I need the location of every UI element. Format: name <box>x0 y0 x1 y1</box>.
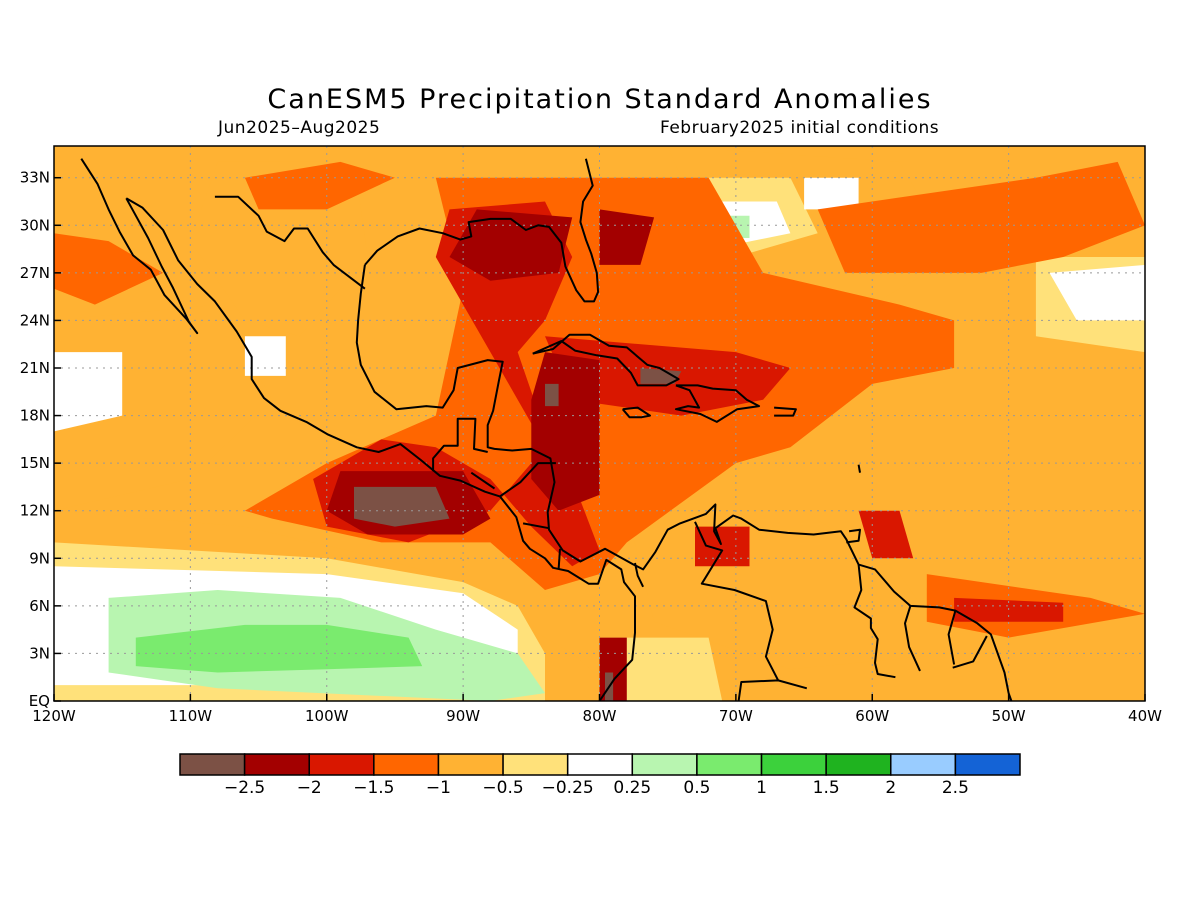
lon-tick-label: 60W <box>855 707 889 725</box>
lat-tick-label: 27N <box>20 264 50 282</box>
colorbar-swatch <box>179 753 246 776</box>
coastline <box>674 384 761 423</box>
colorbar-swatch <box>631 753 698 776</box>
anomaly-region-dark-red <box>695 526 750 567</box>
anomaly-region-crimson <box>599 209 655 265</box>
coastline <box>947 610 957 665</box>
anomaly-region-brown <box>354 486 450 527</box>
coastline <box>737 679 808 701</box>
initial-conditions-subtitle: February2025 initial conditions <box>660 118 940 138</box>
colorbar-swatch <box>437 753 504 776</box>
anomaly-region-white <box>54 352 123 432</box>
anomaly-region-red <box>817 161 1145 273</box>
colorbar-label: 1 <box>756 778 767 798</box>
lat-tick-label: 6N <box>29 597 50 615</box>
coastline <box>125 197 636 701</box>
anomaly-region-red <box>54 233 164 305</box>
colorbar: −2.5 −2 −1.5 −1 −0.5 −0.25 0.25 0.5 1 1.5 2 2.5 <box>179 753 1021 798</box>
chart-title: CanESM5 Precipitation Standard Anomalies <box>267 84 933 115</box>
coastline <box>904 605 921 672</box>
lat-tick-label: EQ <box>29 692 50 710</box>
anomaly-region-white <box>1049 264 1145 321</box>
colorbar-label: 0.5 <box>683 778 710 798</box>
anomaly-region-crimson <box>531 352 600 511</box>
colorbar-swatch <box>502 753 569 776</box>
anomaly-region-brown <box>640 368 682 384</box>
colorbar-label: −1 <box>426 778 451 798</box>
colorbar-label: 2.5 <box>942 778 969 798</box>
lon-tick-label: 110W <box>169 707 213 725</box>
coastline <box>857 464 861 473</box>
colorbar-swatch <box>243 753 310 776</box>
colorbar-swatch <box>954 753 1021 776</box>
coastline <box>952 635 988 669</box>
coastline <box>634 562 644 588</box>
coastline <box>846 528 861 544</box>
colorbar-label: −0.25 <box>542 778 594 798</box>
coastline <box>694 521 780 681</box>
anomaly-fill-layer <box>54 146 1145 701</box>
coastline <box>774 406 797 417</box>
lon-tick-label: 70W <box>719 707 753 725</box>
coastline <box>532 333 680 387</box>
colorbar-label: 2 <box>885 778 896 798</box>
coastline-layer <box>80 158 1013 701</box>
anomaly-region-white <box>804 177 859 210</box>
anomaly-region-crimson <box>449 209 573 281</box>
lat-tick-label: 12N <box>20 502 50 520</box>
coastline <box>499 462 556 498</box>
lat-tick-label: 18N <box>20 407 50 425</box>
lat-tick-label: 33N <box>20 169 50 187</box>
lat-tick-label: 21N <box>20 359 50 377</box>
season-subtitle: Jun2025–Aug2025 <box>218 118 381 138</box>
colorbar-label: −1.5 <box>353 778 394 798</box>
coastline <box>364 158 600 303</box>
coastline <box>355 264 1013 701</box>
lat-tick-label: 9N <box>29 549 50 567</box>
colorbar-swatch <box>760 753 827 776</box>
colorbar-swatch <box>566 753 634 776</box>
lon-tick-label: 40W <box>1128 707 1162 725</box>
anomaly-region-white <box>244 336 286 376</box>
colorbar-label: −2.5 <box>224 778 265 798</box>
coastline <box>470 471 496 490</box>
coastline <box>432 417 488 472</box>
lon-tick-label: 100W <box>305 707 349 725</box>
coastline <box>522 522 550 530</box>
lat-tick-label: 3N <box>29 644 50 662</box>
coastline <box>621 406 651 419</box>
coastline <box>557 548 561 570</box>
anomaly-region-red <box>244 161 395 210</box>
lon-tick-label: 50W <box>992 707 1026 725</box>
colorbar-swatch <box>373 753 440 776</box>
colorbar-swatch <box>308 753 375 776</box>
colorbar-swatch <box>696 753 763 776</box>
lat-tick-label: 15N <box>20 454 50 472</box>
colorbar-swatch <box>825 753 892 776</box>
colorbar-label: −0.5 <box>482 778 523 798</box>
coastline <box>80 158 199 335</box>
anomaly-region-light-green <box>135 624 423 673</box>
lat-tick-label: 24N <box>20 311 50 329</box>
coastline <box>214 195 366 290</box>
colorbar-label: 0.25 <box>613 778 651 798</box>
coastline <box>853 564 896 679</box>
colorbar-swatch <box>890 753 957 776</box>
lon-tick-label: 90W <box>446 707 480 725</box>
colorbar-label: 1.5 <box>813 778 840 798</box>
lon-tick-label: 80W <box>583 707 617 725</box>
lon-tick-label: 120W <box>32 707 76 725</box>
colorbar-label: −2 <box>297 778 322 798</box>
anomaly-region-brown <box>545 383 559 407</box>
lat-tick-label: 30N <box>20 216 50 234</box>
